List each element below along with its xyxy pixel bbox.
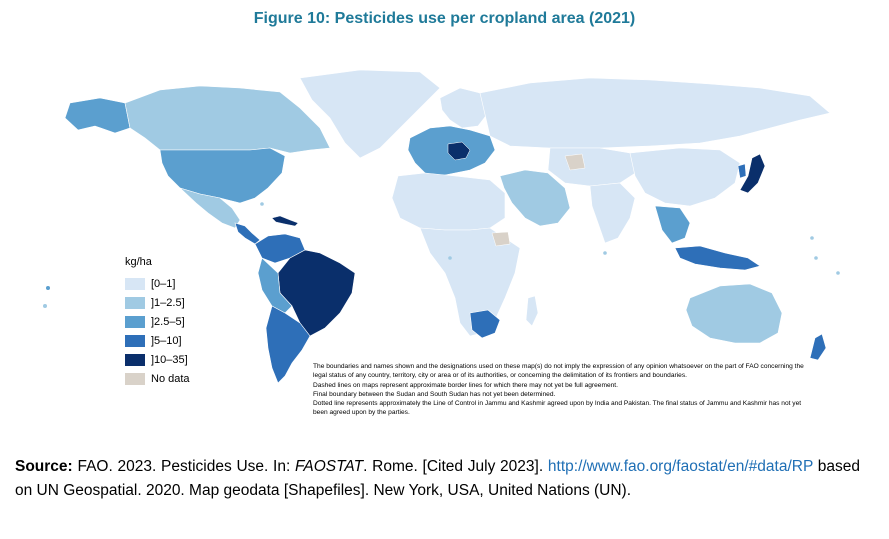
region-usa — [159, 147, 286, 204]
region-scandinavia — [439, 87, 489, 129]
source-text: based on UN Geospatial. 2020. Map geodat… — [15, 458, 860, 499]
disclaimer-line: The boundaries and names shown and the d… — [313, 363, 804, 380]
island-dot — [46, 286, 50, 290]
legend-label: [0–1] — [151, 277, 176, 290]
legend-swatch — [125, 315, 145, 328]
region-subsaharan-africa — [419, 227, 521, 337]
region-central-america — [234, 222, 261, 245]
region-greenland — [299, 69, 441, 159]
region-madagascar — [525, 295, 539, 327]
region-central-asia — [547, 147, 641, 187]
legend-swatch — [125, 353, 145, 366]
region-china — [629, 147, 741, 207]
region-no-data-1 — [491, 231, 511, 247]
world-map — [0, 58, 889, 438]
source-italic: FAOSTAT — [295, 458, 364, 475]
island-dot — [836, 271, 840, 275]
region-korea — [737, 163, 747, 179]
island-dot — [814, 256, 818, 260]
legend-label: ]1–2.5] — [151, 296, 185, 309]
figure-title: Figure 10: Pesticides use per cropland a… — [253, 10, 636, 27]
disclaimer-line: Dashed lines on maps represent approxima… — [313, 381, 618, 389]
region-southern-cone — [265, 305, 311, 384]
region-south-africa — [469, 309, 501, 339]
region-indonesia — [674, 245, 761, 271]
legend-item: ]5–10] — [125, 331, 190, 350]
legend-title: kg/ha — [125, 256, 152, 268]
island-dot — [260, 202, 264, 206]
legend-swatch — [125, 277, 145, 290]
source-text: . Rome. [Cited July 2023]. — [363, 458, 544, 475]
region-caribbean — [271, 215, 299, 227]
source-text: FAO. 2023. Pesticides Use. In: — [77, 458, 291, 475]
map-legend: kg/ha [0–1] ]1–2.5] ]2.5–5] ]5–10] ]10–3… — [125, 256, 190, 388]
region-southeast-asia — [654, 205, 691, 244]
source-label: Source: — [15, 458, 73, 475]
island-dot — [810, 236, 814, 240]
legend-label: ]2.5–5] — [151, 315, 185, 328]
legend-swatch — [125, 372, 145, 385]
legend-item: ]1–2.5] — [125, 293, 190, 312]
region-no-data-2 — [564, 153, 586, 171]
region-canada — [124, 85, 331, 154]
region-new-zealand — [809, 333, 827, 361]
island-dot — [448, 256, 452, 260]
legend-label: ]5–10] — [151, 334, 182, 347]
source-link[interactable]: http://www.fao.org/faostat/en/#data/RP — [547, 458, 814, 475]
legend-item: [0–1] — [125, 274, 190, 293]
region-central-europe — [447, 141, 471, 161]
region-north-africa — [391, 172, 506, 231]
legend-label: No data — [151, 372, 190, 385]
legend-item: ]2.5–5] — [125, 312, 190, 331]
map-disclaimer: The boundaries and names shown and the d… — [313, 362, 813, 418]
disclaimer-line: Final boundary between the Sudan and Sou… — [313, 390, 556, 398]
disclaimer-line: Dotted line represents approximately the… — [313, 400, 802, 417]
island-dot — [43, 304, 47, 308]
region-russia — [479, 77, 831, 149]
region-middle-east — [499, 169, 571, 227]
legend-item: No data — [125, 369, 190, 388]
region-japan — [739, 153, 766, 194]
legend-swatch — [125, 334, 145, 347]
region-australia — [685, 283, 783, 344]
legend-swatch — [125, 296, 145, 309]
island-dot — [603, 251, 607, 255]
region-india — [589, 182, 636, 244]
legend-item: ]10–35] — [125, 350, 190, 369]
world-map-svg — [43, 69, 840, 384]
region-alaska — [64, 97, 131, 134]
source-citation: Source: FAO. 2023. Pesticides Use. In: F… — [15, 455, 860, 503]
legend-label: ]10–35] — [151, 353, 188, 366]
